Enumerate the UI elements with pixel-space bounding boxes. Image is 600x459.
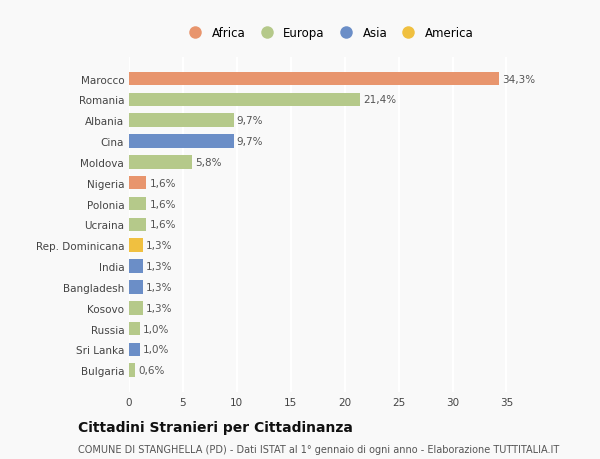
- Bar: [129, 218, 146, 232]
- Text: 1,3%: 1,3%: [146, 303, 173, 313]
- Text: 1,3%: 1,3%: [146, 262, 173, 271]
- Bar: [129, 73, 499, 86]
- Text: 5,8%: 5,8%: [195, 157, 221, 168]
- Bar: [129, 301, 143, 315]
- Bar: [129, 260, 143, 273]
- Text: 1,6%: 1,6%: [149, 199, 176, 209]
- Bar: [129, 177, 146, 190]
- Text: 1,0%: 1,0%: [143, 345, 169, 355]
- Legend: Africa, Europa, Asia, America: Africa, Europa, Asia, America: [180, 23, 477, 43]
- Bar: [129, 197, 146, 211]
- Text: 21,4%: 21,4%: [363, 95, 396, 105]
- Text: 1,3%: 1,3%: [146, 282, 173, 292]
- Bar: [129, 322, 140, 336]
- Bar: [129, 280, 143, 294]
- Text: 1,3%: 1,3%: [146, 241, 173, 251]
- Text: 34,3%: 34,3%: [502, 74, 535, 84]
- Bar: [129, 135, 233, 149]
- Text: Cittadini Stranieri per Cittadinanza: Cittadini Stranieri per Cittadinanza: [78, 420, 353, 434]
- Text: 9,7%: 9,7%: [237, 137, 263, 147]
- Bar: [129, 364, 136, 377]
- Bar: [129, 114, 233, 128]
- Text: 1,0%: 1,0%: [143, 324, 169, 334]
- Text: 9,7%: 9,7%: [237, 116, 263, 126]
- Bar: [129, 239, 143, 252]
- Bar: [129, 343, 140, 357]
- Bar: [129, 93, 360, 107]
- Text: 1,6%: 1,6%: [149, 179, 176, 188]
- Text: COMUNE DI STANGHELLA (PD) - Dati ISTAT al 1° gennaio di ogni anno - Elaborazione: COMUNE DI STANGHELLA (PD) - Dati ISTAT a…: [78, 444, 559, 454]
- Bar: [129, 156, 191, 169]
- Text: 1,6%: 1,6%: [149, 220, 176, 230]
- Text: 0,6%: 0,6%: [139, 365, 165, 375]
